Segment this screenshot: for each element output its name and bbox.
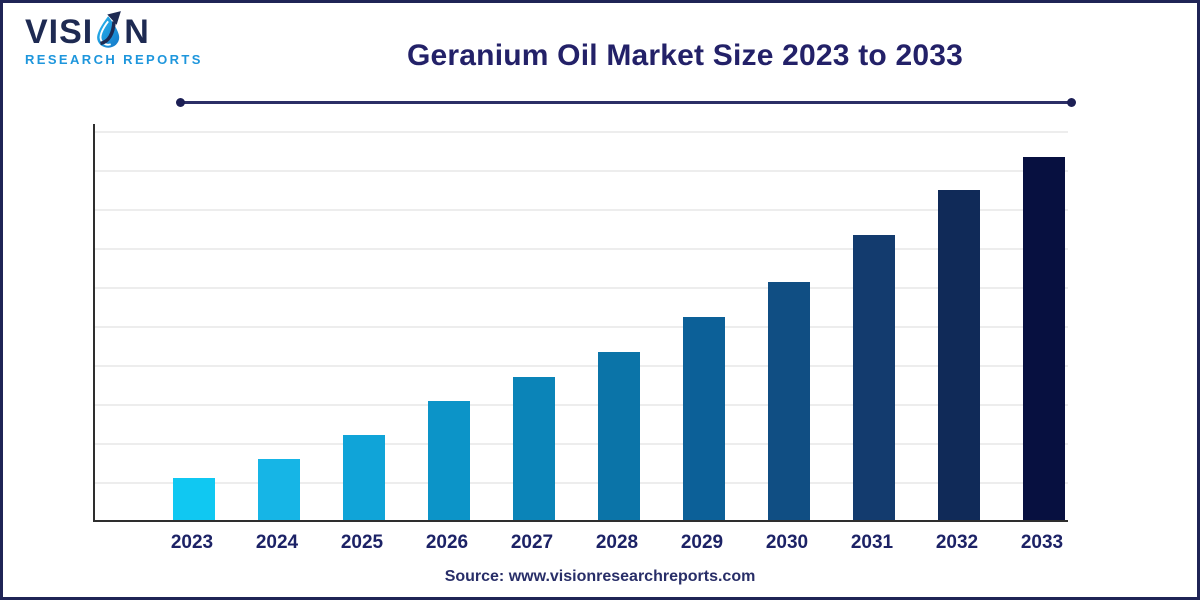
x-axis: 2023 2024 2025 2026 2027 2028 2029 2030 2031 2032… — [93, 532, 1068, 556]
x-tick-label-2032: 2032 — [935, 532, 979, 553]
logo-wordmark: VISI N — [25, 11, 215, 51]
gridline — [95, 209, 1068, 211]
x-tick-label-2025: 2025 — [340, 532, 384, 553]
plot-area — [93, 124, 1068, 522]
divider-dot-right — [1067, 98, 1076, 107]
bar-2027 — [513, 377, 555, 520]
gridline — [95, 170, 1068, 172]
x-tick-label-2026: 2026 — [425, 532, 469, 553]
bar-2024 — [258, 459, 300, 520]
x-tick-label-2029: 2029 — [680, 532, 724, 553]
vision-research-reports-logo: VISI N RESEARCH REPORTS — [25, 11, 215, 67]
x-tick-label-2024: 2024 — [255, 532, 299, 553]
page-title: Geranium Oil Market Size 2023 to 2033 — [407, 39, 963, 72]
logo-wordmark-pre: VISI — [25, 13, 94, 51]
gridline — [95, 326, 1068, 328]
bar-2023 — [173, 478, 215, 520]
divider-dot-left — [176, 98, 185, 107]
gridline — [95, 248, 1068, 250]
source-text: Source: www.visionresearchreports.com — [444, 568, 756, 585]
bar-2028 — [598, 352, 640, 520]
bar-2032 — [938, 190, 980, 520]
logo-subtitle: RESEARCH REPORTS — [25, 52, 203, 67]
logo-wordmark-post: N — [124, 13, 150, 51]
bar-2033 — [1023, 157, 1065, 520]
x-tick-label-2033: 2033 — [1020, 532, 1064, 553]
x-tick-label-2031: 2031 — [850, 532, 894, 553]
bar-2030 — [768, 282, 810, 520]
bar-2026 — [428, 401, 470, 520]
gridline — [95, 365, 1068, 367]
x-tick-label-2030: 2030 — [765, 532, 809, 553]
droplet-arrow-icon — [97, 11, 122, 48]
gridline — [95, 131, 1068, 133]
bar-2031 — [853, 235, 895, 520]
gridline — [95, 443, 1068, 445]
bar-2025 — [343, 435, 385, 520]
gridline — [95, 482, 1068, 484]
x-tick-label-2023: 2023 — [170, 532, 214, 553]
gridline — [95, 404, 1068, 406]
gridline — [95, 287, 1068, 289]
x-tick-label-2028: 2028 — [595, 532, 639, 553]
x-tick-label-2027: 2027 — [510, 532, 554, 553]
bar-2029 — [683, 317, 725, 520]
title-divider-line — [176, 98, 1076, 107]
